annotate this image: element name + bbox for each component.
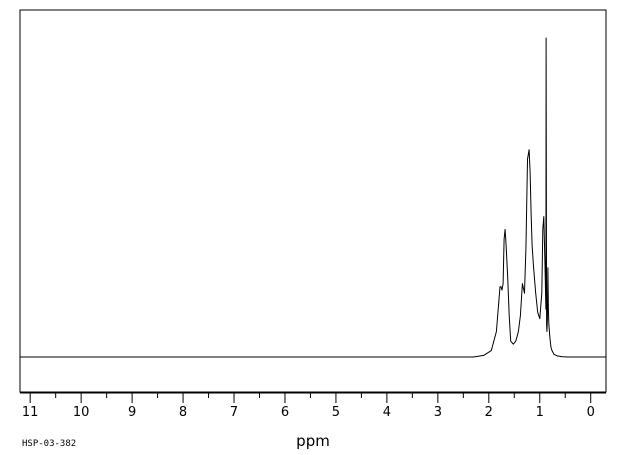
- x-tick-label: 9: [128, 405, 136, 420]
- x-tick-label: 2: [485, 405, 493, 420]
- x-axis-tick-labels: 11 10 9 8 7 6 5 4 3 2 1 0: [22, 405, 595, 420]
- x-tick-label: 8: [179, 405, 187, 420]
- x-tick-label: 6: [281, 405, 289, 420]
- x-axis-ticks: [29, 393, 592, 403]
- x-tick-label: 3: [434, 405, 442, 420]
- x-axis-title: ppm: [296, 432, 330, 450]
- spectrum-line-0: [20, 37, 606, 358]
- x-tick-label: 11: [22, 405, 39, 420]
- x-tick-label: 1: [536, 405, 544, 420]
- x-tick-label: 0: [587, 405, 595, 420]
- plot-frame: [19, 9, 607, 393]
- x-tick-label: 5: [332, 405, 340, 420]
- x-tick-label: 7: [230, 405, 238, 420]
- x-tick-label: 10: [73, 405, 90, 420]
- spectrum-id-label: HSP-03-382: [22, 439, 76, 449]
- x-tick-label: 4: [383, 405, 391, 420]
- spectrum-layer: [20, 37, 606, 358]
